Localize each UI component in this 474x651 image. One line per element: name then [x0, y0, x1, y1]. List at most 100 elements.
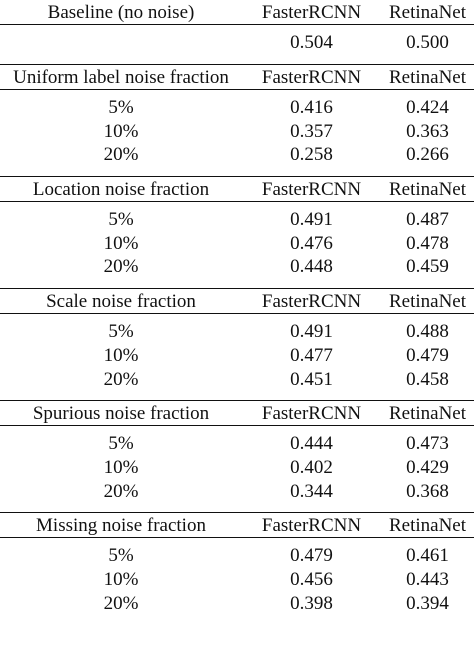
fasterrcnn-value: 0.448 — [290, 256, 333, 278]
table-row: 5% 0.491 0.487 — [0, 208, 474, 232]
row-label: 20% — [103, 256, 139, 278]
table-row: 5% 0.416 0.424 — [0, 96, 474, 120]
section-title: Baseline (no noise) — [47, 2, 195, 23]
retinanet-value: 0.473 — [406, 433, 449, 455]
retinanet-value: 0.368 — [406, 480, 449, 502]
table-row: 5% 0.444 0.473 — [0, 432, 474, 456]
section-header-baseline: Baseline (no noise) FasterRCNN RetinaNet — [0, 0, 474, 25]
table-row: 10% 0.402 0.429 — [0, 456, 474, 480]
fasterrcnn-value: 0.344 — [290, 480, 333, 502]
fasterrcnn-value: 0.456 — [290, 568, 333, 590]
section-title: Missing noise fraction — [36, 514, 206, 536]
retinanet-value: 0.443 — [406, 568, 449, 590]
table-row: 5% 0.479 0.461 — [0, 544, 474, 568]
column-header-fasterrcnn: FasterRCNN — [261, 402, 362, 424]
row-label — [0, 31, 242, 55]
table-row: 10% 0.357 0.363 — [0, 119, 474, 143]
row-label: 5% — [108, 321, 134, 343]
row-label: 10% — [103, 232, 139, 254]
fasterrcnn-value: 0.479 — [290, 545, 333, 567]
section-divider — [0, 63, 474, 65]
fasterrcnn-value: 0.491 — [290, 209, 333, 231]
retinanet-value: 0.266 — [406, 144, 449, 166]
table-row: 5% 0.491 0.488 — [0, 320, 474, 344]
section-header-uniform-label-noise: Uniform label noise fraction FasterRCNN … — [0, 65, 474, 90]
section-header-missing-noise: Missing noise fraction FasterRCNN Retina… — [0, 513, 474, 538]
table-row: 20% 0.344 0.368 — [0, 479, 474, 503]
row-label: 10% — [103, 456, 139, 478]
fasterrcnn-value: 0.444 — [290, 433, 333, 455]
column-header-retinanet: RetinaNet — [388, 66, 467, 88]
column-header-fasterrcnn: FasterRCNN — [261, 514, 362, 536]
retinanet-value: 0.458 — [406, 368, 449, 390]
column-header-fasterrcnn: FasterRCNN — [261, 290, 362, 312]
retinanet-value: 0.363 — [406, 120, 449, 142]
retinanet-value: 0.487 — [406, 209, 449, 231]
retinanet-value: 0.488 — [406, 321, 449, 343]
column-header-fasterrcnn: FasterRCNN — [261, 178, 362, 200]
retinanet-value: 0.479 — [406, 344, 449, 366]
row-label: 5% — [108, 97, 134, 119]
fasterrcnn-value: 0.357 — [290, 120, 333, 142]
section-divider — [0, 288, 474, 289]
section-divider — [0, 176, 474, 177]
table-row: 10% 0.476 0.478 — [0, 231, 474, 255]
fasterrcnn-value: 0.258 — [290, 144, 333, 166]
section-divider — [0, 400, 474, 401]
retinanet-value: 0.459 — [406, 256, 449, 278]
row-label: 5% — [108, 545, 134, 567]
retinanet-value: 0.500 — [406, 32, 449, 54]
table-row: 10% 0.477 0.479 — [0, 344, 474, 368]
row-label: 10% — [103, 120, 139, 142]
table-row: 20% 0.448 0.459 — [0, 255, 474, 279]
table-row: 20% 0.258 0.266 — [0, 143, 474, 167]
fasterrcnn-value: 0.398 — [290, 592, 333, 614]
section-divider — [0, 425, 474, 426]
fasterrcnn-value: 0.491 — [290, 321, 333, 343]
column-header-retinanet: RetinaNet — [388, 178, 467, 200]
section-divider — [0, 537, 474, 538]
section-divider — [0, 512, 474, 513]
section-title: Uniform label noise fraction — [13, 66, 229, 88]
section-header-spurious-noise: Spurious noise fraction FasterRCNN Retin… — [0, 401, 474, 426]
section-divider — [0, 201, 474, 202]
retinanet-value: 0.429 — [406, 456, 449, 478]
fasterrcnn-value: 0.477 — [290, 344, 333, 366]
fasterrcnn-value: 0.402 — [290, 456, 333, 478]
row-label: 20% — [103, 144, 139, 166]
column-header-fasterrcnn: FasterRCNN — [261, 66, 362, 88]
section-title: Location noise fraction — [32, 178, 210, 200]
fasterrcnn-value: 0.416 — [290, 97, 333, 119]
retinanet-value: 0.461 — [406, 545, 449, 567]
row-label: 10% — [103, 344, 139, 366]
section-title: Scale noise fraction — [46, 290, 196, 312]
column-header-retinanet: RetinaNet — [388, 290, 467, 312]
fasterrcnn-value: 0.476 — [290, 232, 333, 254]
column-header-fasterrcnn: FasterRCNN — [261, 2, 362, 23]
table-row: 20% 0.451 0.458 — [0, 367, 474, 391]
row-label: 20% — [103, 368, 139, 390]
column-header-retinanet: RetinaNet — [388, 402, 467, 424]
table-row: 0.504 0.500 — [0, 31, 474, 55]
noise-results-table: Baseline (no noise) FasterRCNN RetinaNet… — [0, 0, 474, 615]
row-label: 5% — [108, 433, 134, 455]
section-divider — [0, 24, 474, 25]
section-title: Spurious noise fraction — [32, 402, 210, 424]
retinanet-value: 0.394 — [406, 592, 449, 614]
row-label: 20% — [103, 480, 139, 502]
section-header-location-noise: Location noise fraction FasterRCNN Retin… — [0, 177, 474, 202]
section-header-scale-noise: Scale noise fraction FasterRCNN RetinaNe… — [0, 289, 474, 314]
row-label: 20% — [103, 592, 139, 614]
column-header-retinanet: RetinaNet — [388, 2, 467, 23]
section-divider — [0, 313, 474, 314]
row-label: 5% — [108, 209, 134, 231]
table-row: 20% 0.398 0.394 — [0, 591, 474, 615]
fasterrcnn-value: 0.504 — [290, 32, 333, 54]
fasterrcnn-value: 0.451 — [290, 368, 333, 390]
row-label: 10% — [103, 568, 139, 590]
retinanet-value: 0.424 — [406, 97, 449, 119]
section-divider — [0, 88, 474, 90]
table-row: 10% 0.456 0.443 — [0, 568, 474, 592]
column-header-retinanet: RetinaNet — [388, 514, 467, 536]
